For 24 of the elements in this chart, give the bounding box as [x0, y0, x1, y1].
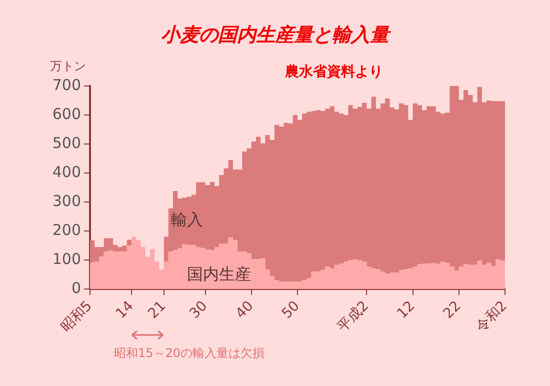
- x-tick-label: 14: [112, 298, 137, 322]
- x-tick-label: 平成2: [334, 298, 372, 336]
- y-tick-label: 300: [52, 192, 81, 210]
- x-tick-label: 40: [232, 298, 257, 322]
- y-axis-title: 万トン: [50, 58, 86, 75]
- x-tick-label: 昭和5: [58, 298, 96, 336]
- y-tick-label: 500: [52, 134, 81, 152]
- text: 昭和15～20の輸入量は欠損: [114, 345, 265, 362]
- y-tick-label: 700: [52, 76, 81, 94]
- x-tick-label: 21: [145, 298, 170, 322]
- series-label: 輸入: [170, 210, 203, 230]
- y-tick-label: 200: [52, 220, 81, 239]
- x-tick-label: 12: [394, 298, 418, 322]
- x-tick-label: 50: [278, 298, 303, 322]
- series-label: 国内生産: [187, 264, 252, 284]
- text: 農水省資料より: [285, 63, 383, 81]
- y-tick-label: 400: [52, 162, 81, 181]
- y-tick-label: 100: [52, 250, 81, 268]
- x-tick-label: 令和2: [472, 298, 510, 336]
- y-tick-label: 0: [71, 278, 81, 297]
- x-tick-label: 22: [440, 298, 464, 322]
- chart-title: 小麦の国内生産量と輸入量: [160, 23, 392, 48]
- x-tick-label: 30: [186, 298, 211, 322]
- y-tick-label: 600: [52, 104, 81, 123]
